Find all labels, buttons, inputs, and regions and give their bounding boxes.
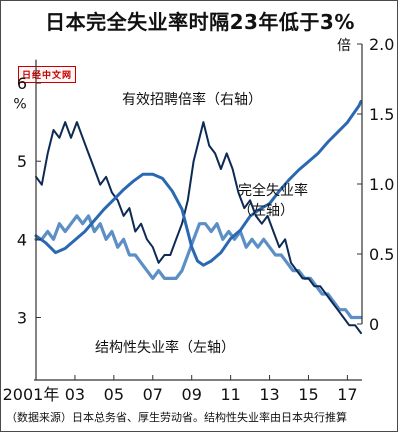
- x-tick-label: 2001年: [3, 385, 60, 404]
- x-tick-label: 03: [65, 385, 85, 404]
- left-tick-label: 5: [17, 152, 27, 171]
- nikkei-logo: 日经中文网: [18, 66, 77, 83]
- right-tick-label: 0: [369, 315, 379, 334]
- left-axis-unit: %: [13, 97, 26, 113]
- right-tick-label: 0.5: [369, 245, 394, 264]
- left-tick-label: 3: [17, 308, 27, 327]
- left-tick-label: 4: [17, 230, 27, 249]
- left-tick-label: 6: [17, 74, 27, 93]
- x-tick-label: 05: [104, 385, 124, 404]
- annotation-3: 结构性失业率（左轴）: [95, 339, 235, 356]
- left-axis-ticks: 3 4 5 6%: [13, 74, 41, 327]
- right-tick-label: 2.0: [369, 35, 394, 54]
- x-tick-label: 09: [182, 385, 202, 404]
- right-axis-ticks: 0 0.5 1.0 1.5 2.0 倍: [337, 35, 394, 334]
- annotations: 有效招聘倍率（右轴） 完全失业率 （左轴） 结构性失业率（左轴）: [95, 91, 308, 356]
- x-tick-label: 11: [220, 385, 240, 404]
- series-layer: [34, 99, 363, 335]
- annotation-1: 完全失业率: [238, 182, 308, 199]
- x-tick-label: 07: [143, 385, 163, 404]
- source-note: （数据来源）日本总务省、厚生劳动省。结构性失业率由日本央行推算: [6, 411, 347, 424]
- series-line-2: [34, 214, 363, 320]
- right-tick-label: 1.0: [369, 175, 394, 194]
- x-axis-ticks: 2001年 03 05 07 09 11 13 15 17: [3, 375, 358, 404]
- annotation-2: （左轴）: [238, 203, 294, 219]
- right-tick-label: 1.5: [369, 105, 394, 124]
- series-line-1: [35, 121, 362, 335]
- x-tick-label: 17: [337, 385, 357, 404]
- x-tick-label: 15: [298, 385, 318, 404]
- x-tick-label: 13: [259, 385, 279, 404]
- chart-title: 日本完全失业率时隔23年低于3%: [45, 10, 355, 34]
- series-line-0: [34, 99, 363, 267]
- right-axis-unit: 倍: [337, 38, 351, 54]
- annotation-0: 有效招聘倍率（右轴）: [122, 91, 262, 108]
